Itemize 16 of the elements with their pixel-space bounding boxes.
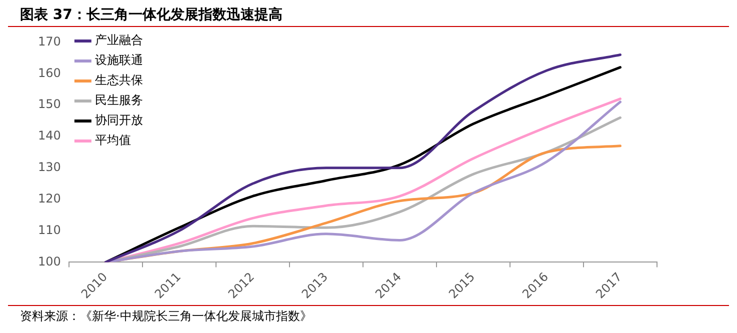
y-tick-label: 170 xyxy=(38,34,61,48)
y-tick-label: 110 xyxy=(38,222,61,237)
y-tick-label: 160 xyxy=(38,66,61,80)
y-tick-label: 100 xyxy=(38,254,61,268)
legend-label: 生态共保 xyxy=(94,73,143,88)
legend-label: 协同开放 xyxy=(94,113,143,128)
legend-label: 平均值 xyxy=(94,133,131,148)
y-tick-label: 130 xyxy=(38,160,61,174)
y-tick-label: 120 xyxy=(38,191,61,206)
chart-title: 图表 37：长三角一体化发展指数迅速提高 xyxy=(8,0,729,27)
y-tick-label: 150 xyxy=(38,97,61,112)
y-tick-label: 140 xyxy=(38,128,61,143)
legend-label: 产业融合 xyxy=(94,33,143,48)
text: 资料来源：《新华·中规院长三角一体化发展城市指数》 xyxy=(8,305,729,325)
legend-label: 设施联通 xyxy=(94,53,143,68)
legend-label: 民生服务 xyxy=(94,93,143,108)
